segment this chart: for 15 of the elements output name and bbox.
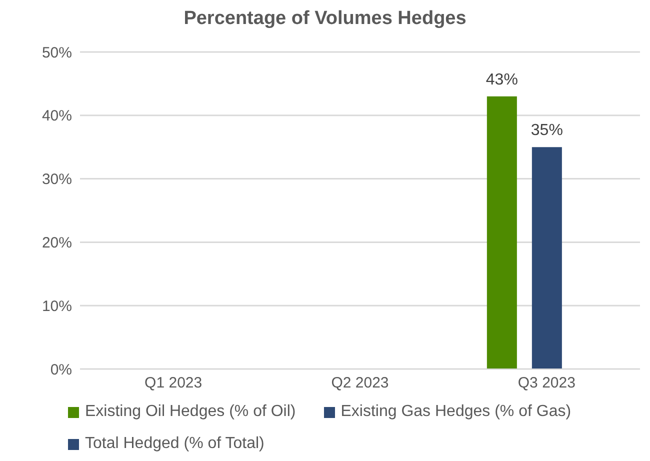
legend-label: Existing Gas Hedges (% of Gas)	[340, 403, 572, 421]
y-tick-label: 20%	[42, 234, 72, 252]
y-tick-label: 50%	[42, 44, 72, 62]
data-label: 43%	[486, 71, 518, 88]
chart-title: Percentage of Volumes Hedges	[182, 8, 468, 30]
y-tick-label: 10%	[42, 298, 72, 315]
y-tick-label: 40%	[42, 108, 72, 125]
y-tick-label: 30%	[42, 171, 72, 188]
legend-label: Total Hedged (% of Total)	[85, 435, 264, 453]
x-tick-label: Q3 2023	[518, 374, 576, 392]
x-tick-label: Q1 2023	[144, 374, 202, 392]
legend-label: Existing Oil Hedges (% of Oil)	[85, 403, 296, 421]
data-label: 35%	[530, 122, 563, 140]
y-tick-label: 0%	[50, 361, 72, 378]
x-tick-label: Q2 2023	[331, 374, 389, 392]
